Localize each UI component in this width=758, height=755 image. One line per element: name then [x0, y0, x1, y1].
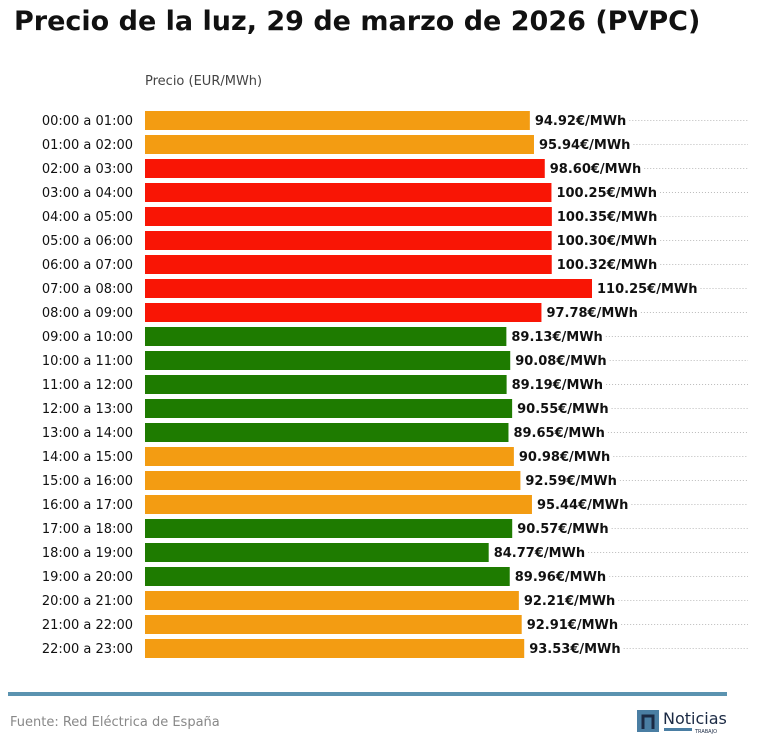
svg-text:TRABAJO: TRABAJO [694, 729, 717, 735]
bar [145, 183, 552, 202]
footer-rule [8, 692, 727, 696]
y-tick-label: 01:00 a 02:00 [42, 138, 133, 153]
value-label: 89.19€/MWh [512, 378, 603, 393]
value-label: 100.35€/MWh [557, 210, 658, 225]
value-label: 92.59€/MWh [525, 474, 616, 489]
y-tick-label: 10:00 a 11:00 [42, 354, 133, 369]
bar [145, 639, 525, 658]
y-tick-label: 11:00 a 12:00 [42, 378, 133, 393]
value-label: 93.53€/MWh [529, 642, 620, 657]
bar [145, 327, 507, 346]
value-label: 92.91€/MWh [527, 618, 618, 633]
bar [145, 471, 521, 490]
value-label: 100.25€/MWh [556, 186, 657, 201]
y-tick-label: 15:00 a 16:00 [42, 474, 133, 489]
y-tick-label: 21:00 a 22:00 [42, 618, 133, 633]
value-label: 89.13€/MWh [511, 330, 602, 345]
value-label: 90.57€/MWh [517, 522, 608, 537]
y-tick-label: 08:00 a 09:00 [42, 306, 133, 321]
value-label: 89.65€/MWh [513, 426, 604, 441]
value-label: 92.21€/MWh [524, 594, 615, 609]
value-label: 94.92€/MWh [535, 114, 626, 129]
bar [145, 447, 514, 466]
bar [145, 159, 545, 178]
bar [145, 303, 542, 322]
noticias-trabajo-logo: Noticias TRABAJO [637, 709, 727, 735]
value-label: 100.30€/MWh [557, 234, 658, 249]
y-tick-label: 05:00 a 06:00 [42, 234, 133, 249]
svg-text:Noticias: Noticias [663, 709, 727, 728]
bar [145, 207, 552, 226]
value-label: 97.78€/MWh [546, 306, 637, 321]
value-label: 89.96€/MWh [515, 570, 606, 585]
y-tick-label: 16:00 a 17:00 [42, 498, 133, 513]
y-tick-label: 20:00 a 21:00 [42, 594, 133, 609]
bar [145, 495, 532, 514]
value-label: 90.98€/MWh [519, 450, 610, 465]
bar [145, 375, 507, 394]
source-text: Fuente: Red Eléctrica de España [10, 715, 220, 730]
value-label: 110.25€/MWh [597, 282, 698, 297]
y-tick-label: 22:00 a 23:00 [42, 642, 133, 657]
y-tick-label: 02:00 a 03:00 [42, 162, 133, 177]
chart-title: Precio de la luz, 29 de marzo de 2026 (P… [14, 6, 701, 37]
y-tick-label: 04:00 a 05:00 [42, 210, 133, 225]
bar [145, 615, 522, 634]
bar [145, 279, 592, 298]
bar [145, 543, 489, 562]
y-tick-label: 18:00 a 19:00 [42, 546, 133, 561]
bar [145, 111, 530, 130]
y-tick-label: 19:00 a 20:00 [42, 570, 133, 585]
y-tick-label: 07:00 a 08:00 [42, 282, 133, 297]
value-label: 90.55€/MWh [517, 402, 608, 417]
value-label: 100.32€/MWh [557, 258, 658, 273]
bar [145, 135, 534, 154]
bar [145, 255, 552, 274]
bar [145, 519, 513, 538]
bar-chart: 00:00 a 01:00 94.92€/MWh 01:00 a 02:00 95.9… [42, 111, 748, 658]
bar [145, 567, 510, 586]
y-tick-label: 09:00 a 10:00 [42, 330, 133, 345]
y-tick-label: 14:00 a 15:00 [42, 450, 133, 465]
bar [145, 423, 509, 442]
value-label: 98.60€/MWh [550, 162, 641, 177]
value-label: 95.94€/MWh [539, 138, 630, 153]
x-axis-label: Precio (EUR/MWh) [145, 74, 263, 89]
y-tick-label: 00:00 a 01:00 [42, 114, 133, 129]
value-label: 90.08€/MWh [515, 354, 606, 369]
bar [145, 351, 511, 370]
value-label: 84.77€/MWh [494, 546, 585, 561]
value-label: 95.44€/MWh [537, 498, 628, 513]
y-tick-label: 12:00 a 13:00 [42, 402, 133, 417]
y-tick-label: 06:00 a 07:00 [42, 258, 133, 273]
bar [145, 591, 519, 610]
bar [145, 399, 513, 418]
bar [145, 231, 552, 250]
y-tick-label: 13:00 a 14:00 [42, 426, 133, 441]
y-tick-label: 17:00 a 18:00 [42, 522, 133, 537]
y-tick-label: 03:00 a 04:00 [42, 186, 133, 201]
